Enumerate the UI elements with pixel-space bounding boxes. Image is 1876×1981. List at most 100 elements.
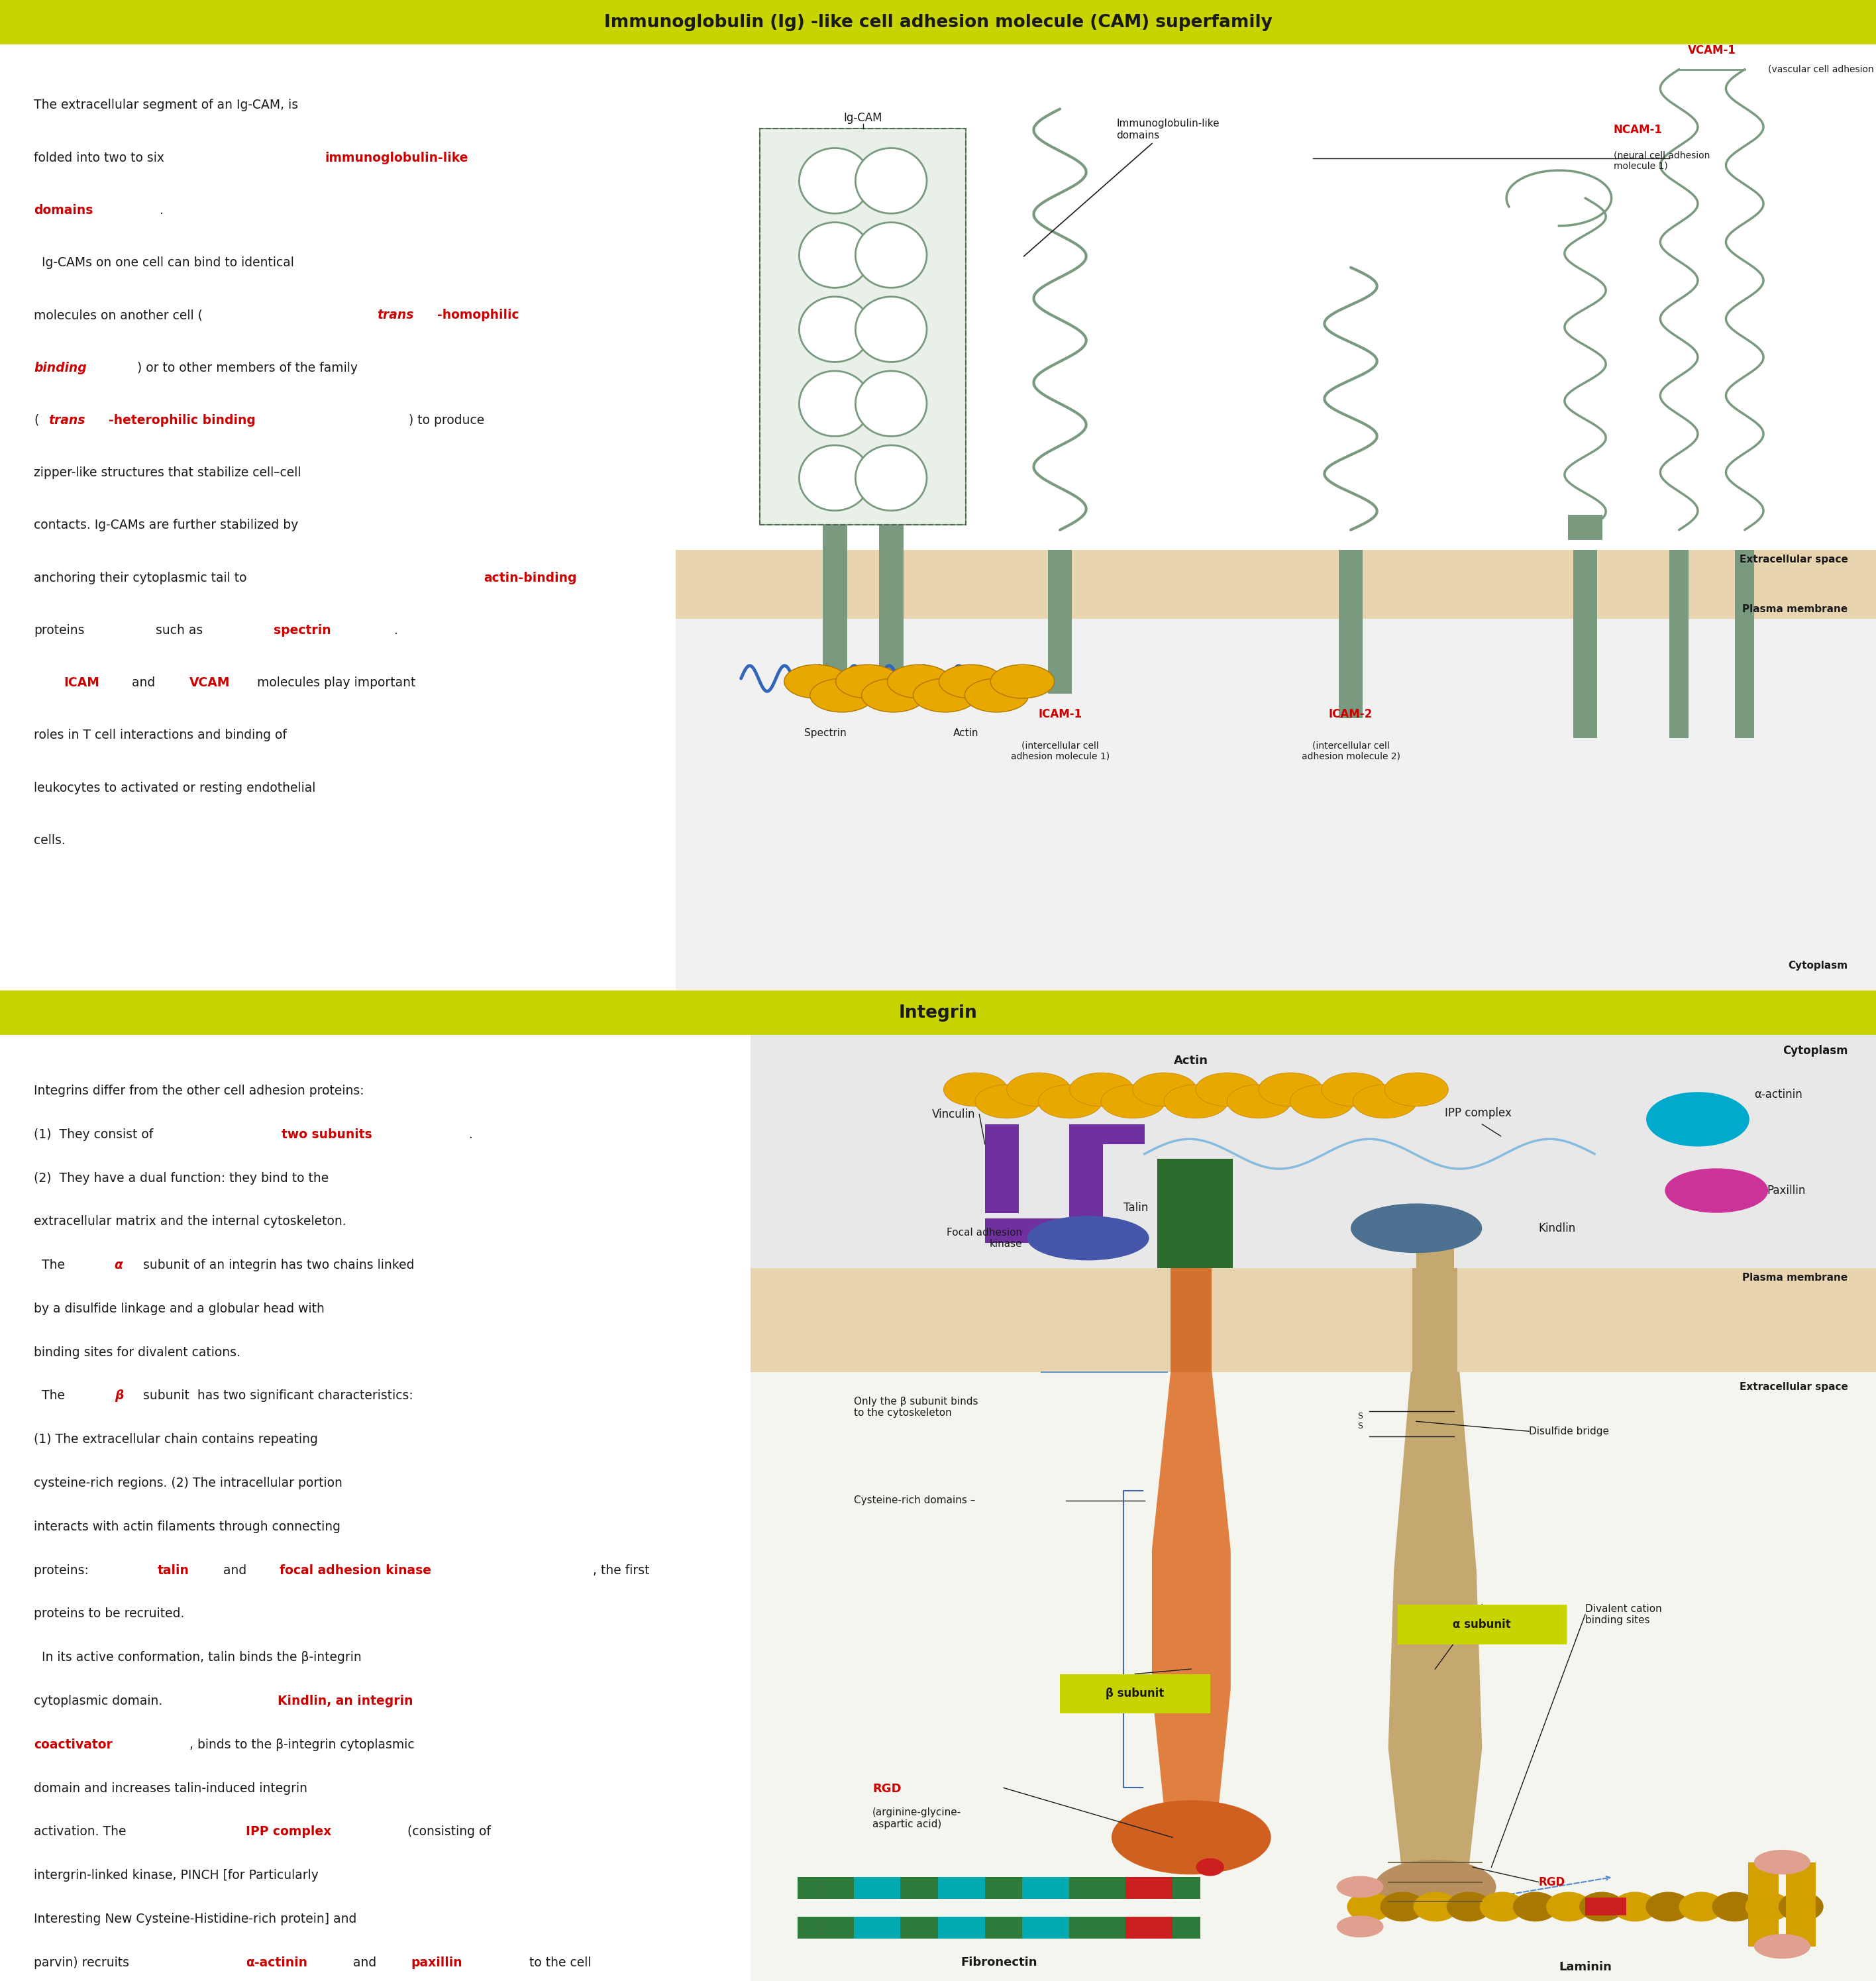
Ellipse shape — [1347, 1892, 1392, 1922]
Text: β: β — [114, 1391, 124, 1403]
Text: binding sites for divalent cations.: binding sites for divalent cations. — [34, 1347, 240, 1359]
Text: contacts. Ig-CAMs are further stabilized by: contacts. Ig-CAMs are further stabilized… — [34, 519, 298, 531]
FancyBboxPatch shape — [1060, 1674, 1210, 1714]
Ellipse shape — [855, 446, 927, 511]
Text: and: and — [349, 1957, 381, 1969]
Ellipse shape — [1512, 1892, 1557, 1922]
Circle shape — [976, 1086, 1039, 1117]
Text: IPP complex: IPP complex — [1445, 1107, 1512, 1119]
Text: Actin: Actin — [1174, 1054, 1208, 1068]
Text: interacts with actin filaments through connecting: interacts with actin filaments through c… — [34, 1521, 340, 1533]
Text: (1) The extracellular chain contains repeating: (1) The extracellular chain contains rep… — [34, 1434, 317, 1446]
FancyBboxPatch shape — [854, 1878, 900, 1898]
Text: coactivator: coactivator — [34, 1739, 113, 1751]
Text: cells.: cells. — [34, 834, 66, 846]
Text: Cysteine-rich domains –: Cysteine-rich domains – — [854, 1496, 976, 1506]
FancyBboxPatch shape — [0, 46, 1876, 990]
Ellipse shape — [1679, 1892, 1724, 1922]
FancyBboxPatch shape — [1047, 618, 1073, 693]
FancyBboxPatch shape — [824, 618, 848, 709]
Text: Talin: Talin — [1124, 1202, 1148, 1214]
Text: molecules on another cell (: molecules on another cell ( — [34, 309, 203, 321]
Ellipse shape — [799, 370, 870, 436]
Text: Plasma membrane: Plasma membrane — [1743, 1274, 1848, 1284]
FancyBboxPatch shape — [1735, 549, 1754, 618]
Text: ) to produce: ) to produce — [409, 414, 484, 426]
Ellipse shape — [1381, 1892, 1426, 1922]
Circle shape — [991, 666, 1054, 699]
Text: The: The — [34, 1260, 69, 1272]
Text: (arginine-glycine-
aspartic acid): (arginine-glycine- aspartic acid) — [872, 1807, 961, 1828]
Text: VCAM-1: VCAM-1 — [1688, 46, 1735, 57]
Ellipse shape — [1713, 1892, 1758, 1922]
Text: molecules play important: molecules play important — [253, 678, 416, 689]
Text: Extracellular space: Extracellular space — [1739, 1383, 1848, 1393]
Text: binding: binding — [34, 363, 86, 374]
Circle shape — [837, 666, 900, 699]
Text: Actin: Actin — [953, 729, 979, 739]
Text: Paxillin: Paxillin — [1767, 1185, 1807, 1197]
FancyBboxPatch shape — [824, 549, 848, 618]
Circle shape — [1163, 1086, 1227, 1117]
Ellipse shape — [1666, 1169, 1769, 1212]
FancyBboxPatch shape — [1735, 618, 1754, 739]
Ellipse shape — [1446, 1892, 1491, 1922]
Text: such as: such as — [152, 624, 206, 636]
Ellipse shape — [855, 370, 927, 436]
FancyBboxPatch shape — [1171, 1218, 1204, 1268]
Text: roles in T cell interactions and binding of: roles in T cell interactions and binding… — [34, 729, 287, 741]
Text: Spectrin: Spectrin — [805, 729, 846, 739]
Text: cysteine-rich regions. (2) The intracellular portion: cysteine-rich regions. (2) The intracell… — [34, 1478, 343, 1490]
Text: Plasma membrane: Plasma membrane — [1743, 604, 1848, 614]
Text: Disulfide bridge: Disulfide bridge — [1529, 1426, 1610, 1436]
Text: extracellular matrix and the internal cytoskeleton.: extracellular matrix and the internal cy… — [34, 1216, 347, 1228]
Ellipse shape — [1480, 1892, 1525, 1922]
Text: Vinculin: Vinculin — [932, 1107, 976, 1121]
Text: Ig-CAMs on one cell can bind to identical: Ig-CAMs on one cell can bind to identica… — [34, 258, 295, 269]
Text: activation. The: activation. The — [34, 1826, 129, 1838]
Text: .: . — [394, 624, 398, 636]
Text: Kindlin, an integrin: Kindlin, an integrin — [278, 1696, 413, 1708]
Text: Laminin: Laminin — [1559, 1961, 1611, 1973]
Text: leukocytes to activated or resting endothelial: leukocytes to activated or resting endot… — [34, 782, 315, 794]
Text: In its active conformation, talin binds the β-integrin: In its active conformation, talin binds … — [34, 1652, 362, 1664]
Polygon shape — [1388, 1371, 1482, 1866]
Bar — [760, 129, 966, 525]
Text: α-actinin: α-actinin — [1754, 1088, 1803, 1101]
Text: Only the β subunit binds
to the cytoskeleton: Only the β subunit binds to the cytoskel… — [854, 1397, 977, 1418]
FancyBboxPatch shape — [760, 129, 966, 525]
Text: folded into two to six: folded into two to six — [34, 153, 169, 164]
Polygon shape — [1152, 1371, 1231, 1819]
Text: proteins:: proteins: — [34, 1565, 92, 1577]
FancyBboxPatch shape — [750, 1268, 1876, 1371]
Text: Kindlin: Kindlin — [1538, 1222, 1576, 1234]
Circle shape — [1259, 1074, 1323, 1105]
Text: .: . — [469, 1129, 473, 1141]
Text: by a disulfide linkage and a globular head with: by a disulfide linkage and a globular he… — [34, 1303, 325, 1315]
Text: α-actinin: α-actinin — [246, 1957, 308, 1969]
Text: (intercellular cell
adhesion molecule 1): (intercellular cell adhesion molecule 1) — [1011, 741, 1109, 761]
Text: and: and — [128, 678, 159, 689]
FancyBboxPatch shape — [1047, 549, 1073, 618]
FancyBboxPatch shape — [0, 990, 1876, 1036]
FancyBboxPatch shape — [1171, 1268, 1212, 1371]
FancyBboxPatch shape — [1670, 549, 1688, 618]
Text: Immunoglobulin (Ig) -like cell adhesion molecule (CAM) superfamily: Immunoglobulin (Ig) -like cell adhesion … — [604, 14, 1272, 32]
Ellipse shape — [855, 222, 927, 287]
FancyBboxPatch shape — [938, 1918, 985, 1937]
Text: Cytoplasm: Cytoplasm — [1788, 961, 1848, 971]
Text: trans: trans — [377, 309, 415, 321]
FancyBboxPatch shape — [878, 549, 904, 618]
Ellipse shape — [1336, 1916, 1383, 1937]
Text: trans: trans — [49, 414, 86, 426]
FancyBboxPatch shape — [1413, 1268, 1458, 1371]
Text: zipper-like structures that stabilize cell–cell: zipper-like structures that stabilize ce… — [34, 468, 300, 479]
FancyBboxPatch shape — [1786, 1862, 1816, 1945]
FancyBboxPatch shape — [1069, 1125, 1103, 1244]
FancyBboxPatch shape — [0, 1036, 1876, 1981]
Text: anchoring their cytoplasmic tail to: anchoring their cytoplasmic tail to — [34, 573, 251, 584]
Circle shape — [914, 678, 977, 713]
Circle shape — [810, 678, 874, 713]
FancyBboxPatch shape — [1748, 1862, 1778, 1945]
Circle shape — [861, 678, 925, 713]
